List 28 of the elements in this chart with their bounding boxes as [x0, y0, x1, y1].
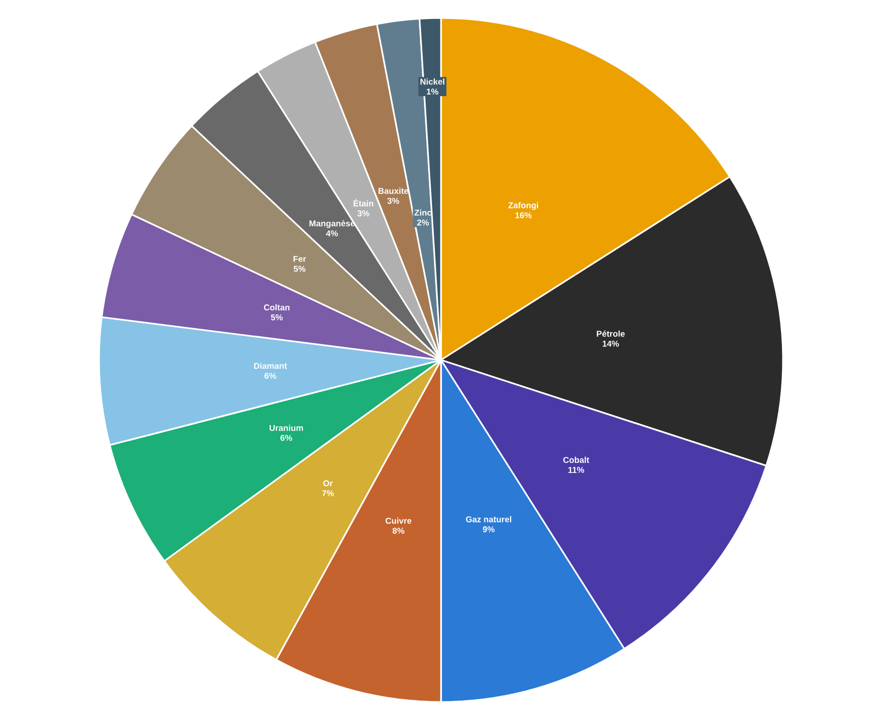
slice-label: Cobalt: [563, 456, 590, 463]
data-label: 6%: [264, 372, 276, 379]
data-label: 4%: [326, 230, 338, 236]
slice-label: Cuivre: [386, 518, 412, 524]
data-label: 3%: [357, 210, 370, 216]
data-label: 1%: [426, 88, 438, 95]
data-label: 11%: [568, 466, 584, 473]
data-label: 3%: [387, 198, 400, 204]
slice-label: Gaz naturel: [466, 516, 512, 522]
data-label: 6%: [280, 434, 292, 441]
data-label: 8%: [392, 528, 404, 534]
slice-label: Fer: [294, 256, 306, 262]
slice-label: Étain: [354, 198, 374, 206]
data-label: 7%: [322, 490, 334, 496]
slice-label: Coltan: [264, 304, 290, 310]
slice-label: Uranium: [270, 424, 303, 431]
slice-label: Diamant: [254, 362, 287, 369]
data-label: 5%: [294, 266, 306, 272]
slice-label: Or: [323, 480, 333, 486]
data-label: 16%: [515, 212, 532, 218]
slice-label: Nickel: [420, 78, 444, 85]
slice-label: Manganèse: [310, 220, 355, 228]
slice-label: Zafongi: [508, 202, 538, 210]
data-label: 9%: [482, 526, 495, 532]
data-label: 5%: [270, 314, 283, 320]
slice-label: Pétrole: [596, 330, 625, 337]
data-label: 14%: [602, 340, 619, 347]
data-label: 2%: [417, 220, 429, 226]
